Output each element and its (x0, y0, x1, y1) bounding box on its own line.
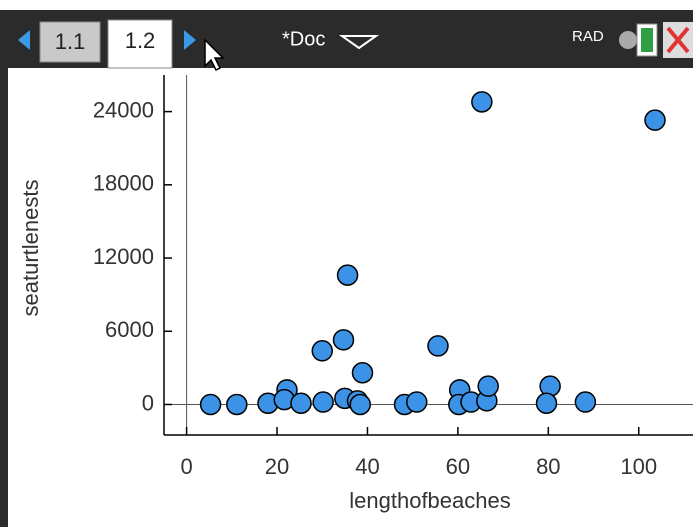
screen: 1.1 1.2 *Doc RAD seaturtlenests lengthof… (0, 0, 693, 527)
point (472, 92, 492, 112)
document-name[interactable]: *Doc (282, 28, 325, 50)
point (352, 363, 372, 383)
settings-icon[interactable] (619, 31, 637, 49)
x-tick-label: 40 (355, 454, 379, 479)
top-margin (0, 0, 693, 10)
point (313, 392, 333, 412)
mode: RAD (572, 28, 604, 45)
x-tick-label: 0 (180, 454, 192, 479)
left-frame (0, 10, 8, 527)
point (645, 110, 665, 130)
y-tick-label: 12000 (93, 244, 154, 269)
tab-label: 1.2 (125, 28, 156, 53)
point (291, 393, 311, 413)
x-axis-label: lengthofbeaches (349, 488, 510, 513)
y-axis-label: seaturtlenests (18, 180, 43, 317)
battery-level (641, 28, 653, 52)
tab-label: 1.1 (55, 29, 86, 54)
point (537, 393, 557, 413)
point (227, 394, 247, 414)
point (312, 341, 332, 361)
point (338, 265, 358, 285)
y-tick-label: 18000 (93, 171, 154, 196)
point (575, 392, 595, 412)
point (428, 336, 448, 356)
point (407, 392, 427, 412)
y-tick-label: 24000 (93, 97, 154, 122)
point (478, 376, 498, 396)
x-tick-label: 100 (620, 454, 657, 479)
point (201, 394, 221, 414)
x-tick-label: 20 (265, 454, 289, 479)
point (350, 394, 370, 414)
x-tick-label: 60 (446, 454, 470, 479)
y-tick-label: 0 (142, 390, 154, 415)
x-tick-label: 80 (536, 454, 560, 479)
point (333, 330, 353, 350)
y-tick-label: 6000 (105, 317, 154, 342)
